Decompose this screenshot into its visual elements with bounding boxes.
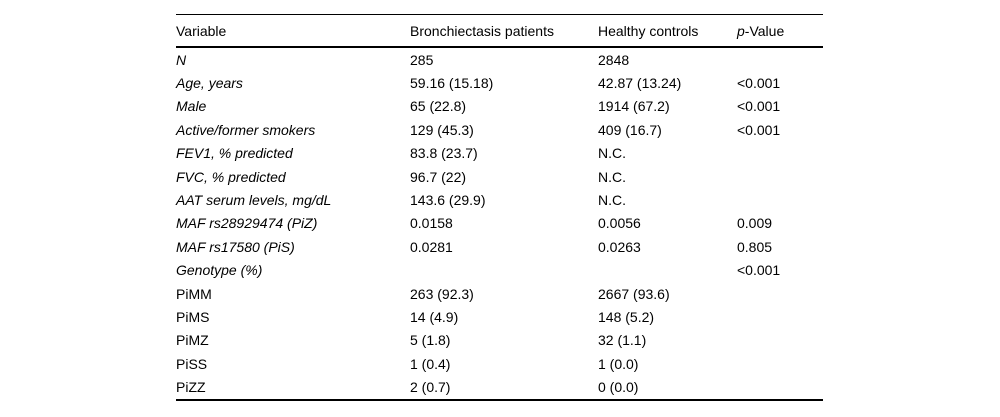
p-value xyxy=(737,352,823,375)
controls-value: 1 (0.0) xyxy=(598,355,639,372)
row-label: PiMM xyxy=(176,285,212,302)
patients-value: 2 (0.7) xyxy=(410,379,451,396)
controls-value: N.C. xyxy=(598,168,626,185)
table-row-male: Male 65 (22.8) 1914 (67.2) <0.001 xyxy=(176,95,823,118)
p-value xyxy=(737,375,823,399)
controls-value: N.C. xyxy=(598,192,626,209)
row-label: AAT serum levels, mg/dL xyxy=(176,192,332,209)
patients-value: 59.16 (15.18) xyxy=(410,75,494,92)
statistics-table: Variable Bronchiectasis patients Healthy… xyxy=(176,14,823,401)
row-label: PiSS xyxy=(176,355,208,372)
p-value xyxy=(737,305,823,328)
controls-value: 2848 xyxy=(598,51,630,68)
patients-value: 143.6 (29.9) xyxy=(410,192,486,209)
pvalue-suffix: -Value xyxy=(744,22,785,39)
table-row-pizz: PiZZ 2 (0.7) 0 (0.0) xyxy=(176,375,823,399)
controls-value: 0.0263 xyxy=(598,238,641,255)
patients-value: 0.0158 xyxy=(410,215,453,232)
patients-value xyxy=(410,259,598,282)
table-row-pimm: PiMM 263 (92.3) 2667 (93.6) xyxy=(176,282,823,305)
p-value: <0.001 xyxy=(737,262,781,279)
controls-value: 2667 (93.6) xyxy=(598,285,670,302)
row-label: FVC, % predicted xyxy=(176,168,286,185)
col-header-patients: Bronchiectasis patients xyxy=(410,14,598,48)
table-row-pims: PiMS 14 (4.9) 148 (5.2) xyxy=(176,305,823,328)
col-header-pvalue: p-Value xyxy=(737,14,823,48)
table-row-fvc: FVC, % predicted 96.7 (22) N.C. xyxy=(176,165,823,188)
p-value xyxy=(737,47,823,71)
table-row-smokers: Active/former smokers 129 (45.3) 409 (16… xyxy=(176,118,823,141)
col-header-controls: Healthy controls xyxy=(598,14,737,48)
controls-value: 42.87 (13.24) xyxy=(598,75,682,92)
patients-value: 285 xyxy=(410,51,434,68)
table-row-genotype: Genotype (%) <0.001 xyxy=(176,259,823,282)
controls-value xyxy=(598,259,737,282)
row-label: Male xyxy=(176,98,207,115)
table-row-n: N 285 2848 xyxy=(176,47,823,71)
p-value xyxy=(737,188,823,211)
p-value: <0.001 xyxy=(737,98,781,115)
table-row-piss: PiSS 1 (0.4) 1 (0.0) xyxy=(176,352,823,375)
row-label: N xyxy=(176,51,187,68)
p-value xyxy=(737,282,823,305)
p-value: 0.009 xyxy=(737,215,773,232)
p-value xyxy=(737,165,823,188)
patients-value: 1 (0.4) xyxy=(410,355,451,372)
patients-value: 129 (45.3) xyxy=(410,121,474,138)
controls-value: 0.0056 xyxy=(598,215,641,232)
table-row-pimz: PiMZ 5 (1.8) 32 (1.1) xyxy=(176,329,823,352)
row-label: Age, years xyxy=(176,75,243,92)
patients-value: 96.7 (22) xyxy=(410,168,467,185)
row-label: PiZZ xyxy=(176,379,206,396)
row-label: MAF rs28929474 (PiZ) xyxy=(176,215,318,232)
controls-value: 409 (16.7) xyxy=(598,121,662,138)
patients-value: 65 (22.8) xyxy=(410,98,467,115)
p-value: 0.805 xyxy=(737,238,773,255)
patients-value: 0.0281 xyxy=(410,238,453,255)
row-label: FEV1, % predicted xyxy=(176,145,293,162)
col-header-variable: Variable xyxy=(176,14,410,48)
row-label: Genotype (%) xyxy=(176,262,263,279)
p-value: <0.001 xyxy=(737,75,781,92)
table-row-maf-pis: MAF rs17580 (PiS) 0.0281 0.0263 0.805 xyxy=(176,235,823,258)
patients-value: 5 (1.8) xyxy=(410,332,451,349)
pvalue-italic-p: p xyxy=(737,22,745,39)
p-value xyxy=(737,142,823,165)
p-value xyxy=(737,329,823,352)
row-label: MAF rs17580 (PiS) xyxy=(176,238,295,255)
controls-value: 0 (0.0) xyxy=(598,379,639,396)
header-row: Variable Bronchiectasis patients Healthy… xyxy=(176,14,823,48)
row-label: PiMS xyxy=(176,308,210,325)
row-label: PiMZ xyxy=(176,332,209,349)
table-row-maf-piz: MAF rs28929474 (PiZ) 0.0158 0.0056 0.009 xyxy=(176,212,823,235)
p-value: <0.001 xyxy=(737,121,781,138)
patients-value: 263 (92.3) xyxy=(410,285,474,302)
patients-value: 83.8 (23.7) xyxy=(410,145,478,162)
table-row-fev1: FEV1, % predicted 83.8 (23.7) N.C. xyxy=(176,142,823,165)
controls-value: N.C. xyxy=(598,145,626,162)
table-row-aat: AAT serum levels, mg/dL 143.6 (29.9) N.C… xyxy=(176,188,823,211)
controls-value: 1914 (67.2) xyxy=(598,98,670,115)
patients-value: 14 (4.9) xyxy=(410,308,459,325)
table-row-age: Age, years 59.16 (15.18) 42.87 (13.24) <… xyxy=(176,71,823,94)
controls-value: 148 (5.2) xyxy=(598,308,655,325)
row-label: Active/former smokers xyxy=(176,121,316,138)
controls-value: 32 (1.1) xyxy=(598,332,647,349)
